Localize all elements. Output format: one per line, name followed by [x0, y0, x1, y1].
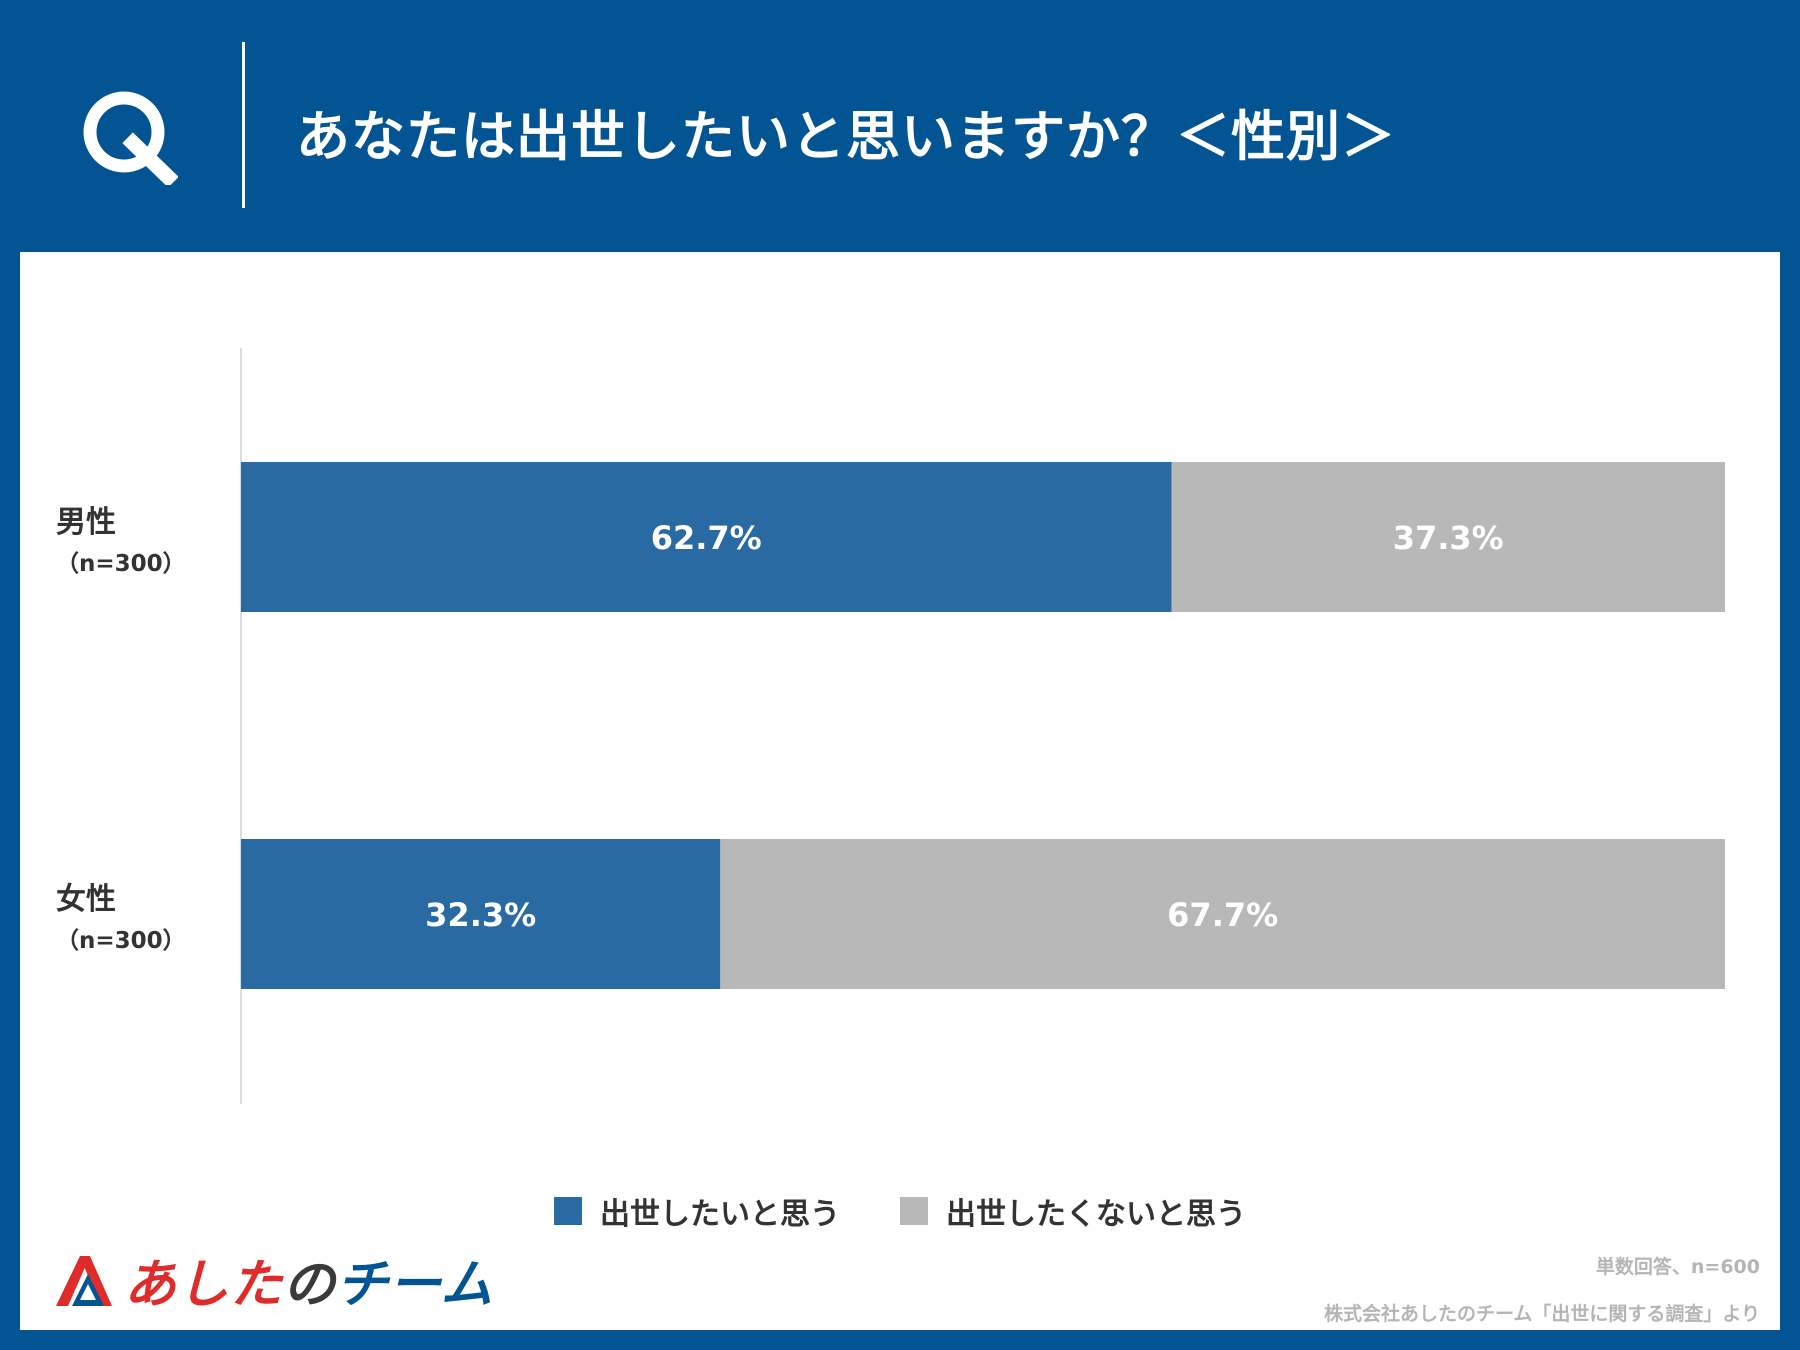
- logo-text-no: の: [283, 1255, 337, 1315]
- logo-text-team: チーム: [336, 1255, 494, 1315]
- header: あなたは出世したいと思いますか？＜性別＞: [0, 0, 1800, 250]
- category-label: 女性: [56, 882, 116, 917]
- legend-swatch-not-want: [900, 1197, 928, 1225]
- legend-item-not-want: 出世したくないと思う: [900, 1189, 1246, 1233]
- category-sublabel: （n=300）: [56, 550, 186, 577]
- category-sublabel: （n=300）: [56, 927, 186, 954]
- header-divider: [242, 42, 245, 208]
- company-logo: あしたのチーム: [50, 1242, 493, 1317]
- footnote-sample: 単数回答、n=600: [1595, 1256, 1760, 1278]
- logo-icon: [56, 1255, 112, 1306]
- data-label: 37.3%: [1393, 519, 1504, 557]
- legend-swatch-want: [554, 1197, 582, 1225]
- bar-segment: [1171, 462, 1725, 612]
- legend-label-not-want: 出世したくないと思う: [946, 1197, 1246, 1232]
- bar-segment: [241, 839, 721, 989]
- category-label: 男性: [56, 505, 116, 540]
- legend-label-want: 出世したいと思う: [600, 1197, 840, 1232]
- logo-text-main: あした: [124, 1255, 284, 1315]
- data-label: 62.7%: [651, 519, 762, 557]
- q-icon: [83, 91, 178, 185]
- footnote-source: 株式会社あしたのチーム「出世に関する調査」より: [1323, 1303, 1760, 1325]
- bar-segment: [720, 839, 1725, 989]
- data-label: 32.3%: [425, 896, 536, 934]
- bar-segment: [241, 462, 1172, 612]
- legend-item-want: 出世したいと思う: [554, 1189, 840, 1233]
- data-label: 67.7%: [1167, 896, 1278, 934]
- legend: 出世したいと思う 出世したくないと思う: [20, 1189, 1780, 1233]
- stacked-bar-chart: 男性 （n=300） 62.7% 37.3% 女性 （n=300） 32.3% 67.7%: [56, 348, 1725, 1104]
- chart-panel: 男性 （n=300） 62.7% 37.3% 女性 （n=300） 32.3% 67.7% 出…: [20, 252, 1780, 1330]
- page-title: あなたは出世したいと思いますか？＜性別＞: [296, 105, 1396, 168]
- logo-wordmark: あしたのチーム: [124, 1242, 493, 1317]
- footnotes: 単数回答、n=600 株式会社あしたのチーム「出世に関する調査」より: [1324, 1252, 1760, 1346]
